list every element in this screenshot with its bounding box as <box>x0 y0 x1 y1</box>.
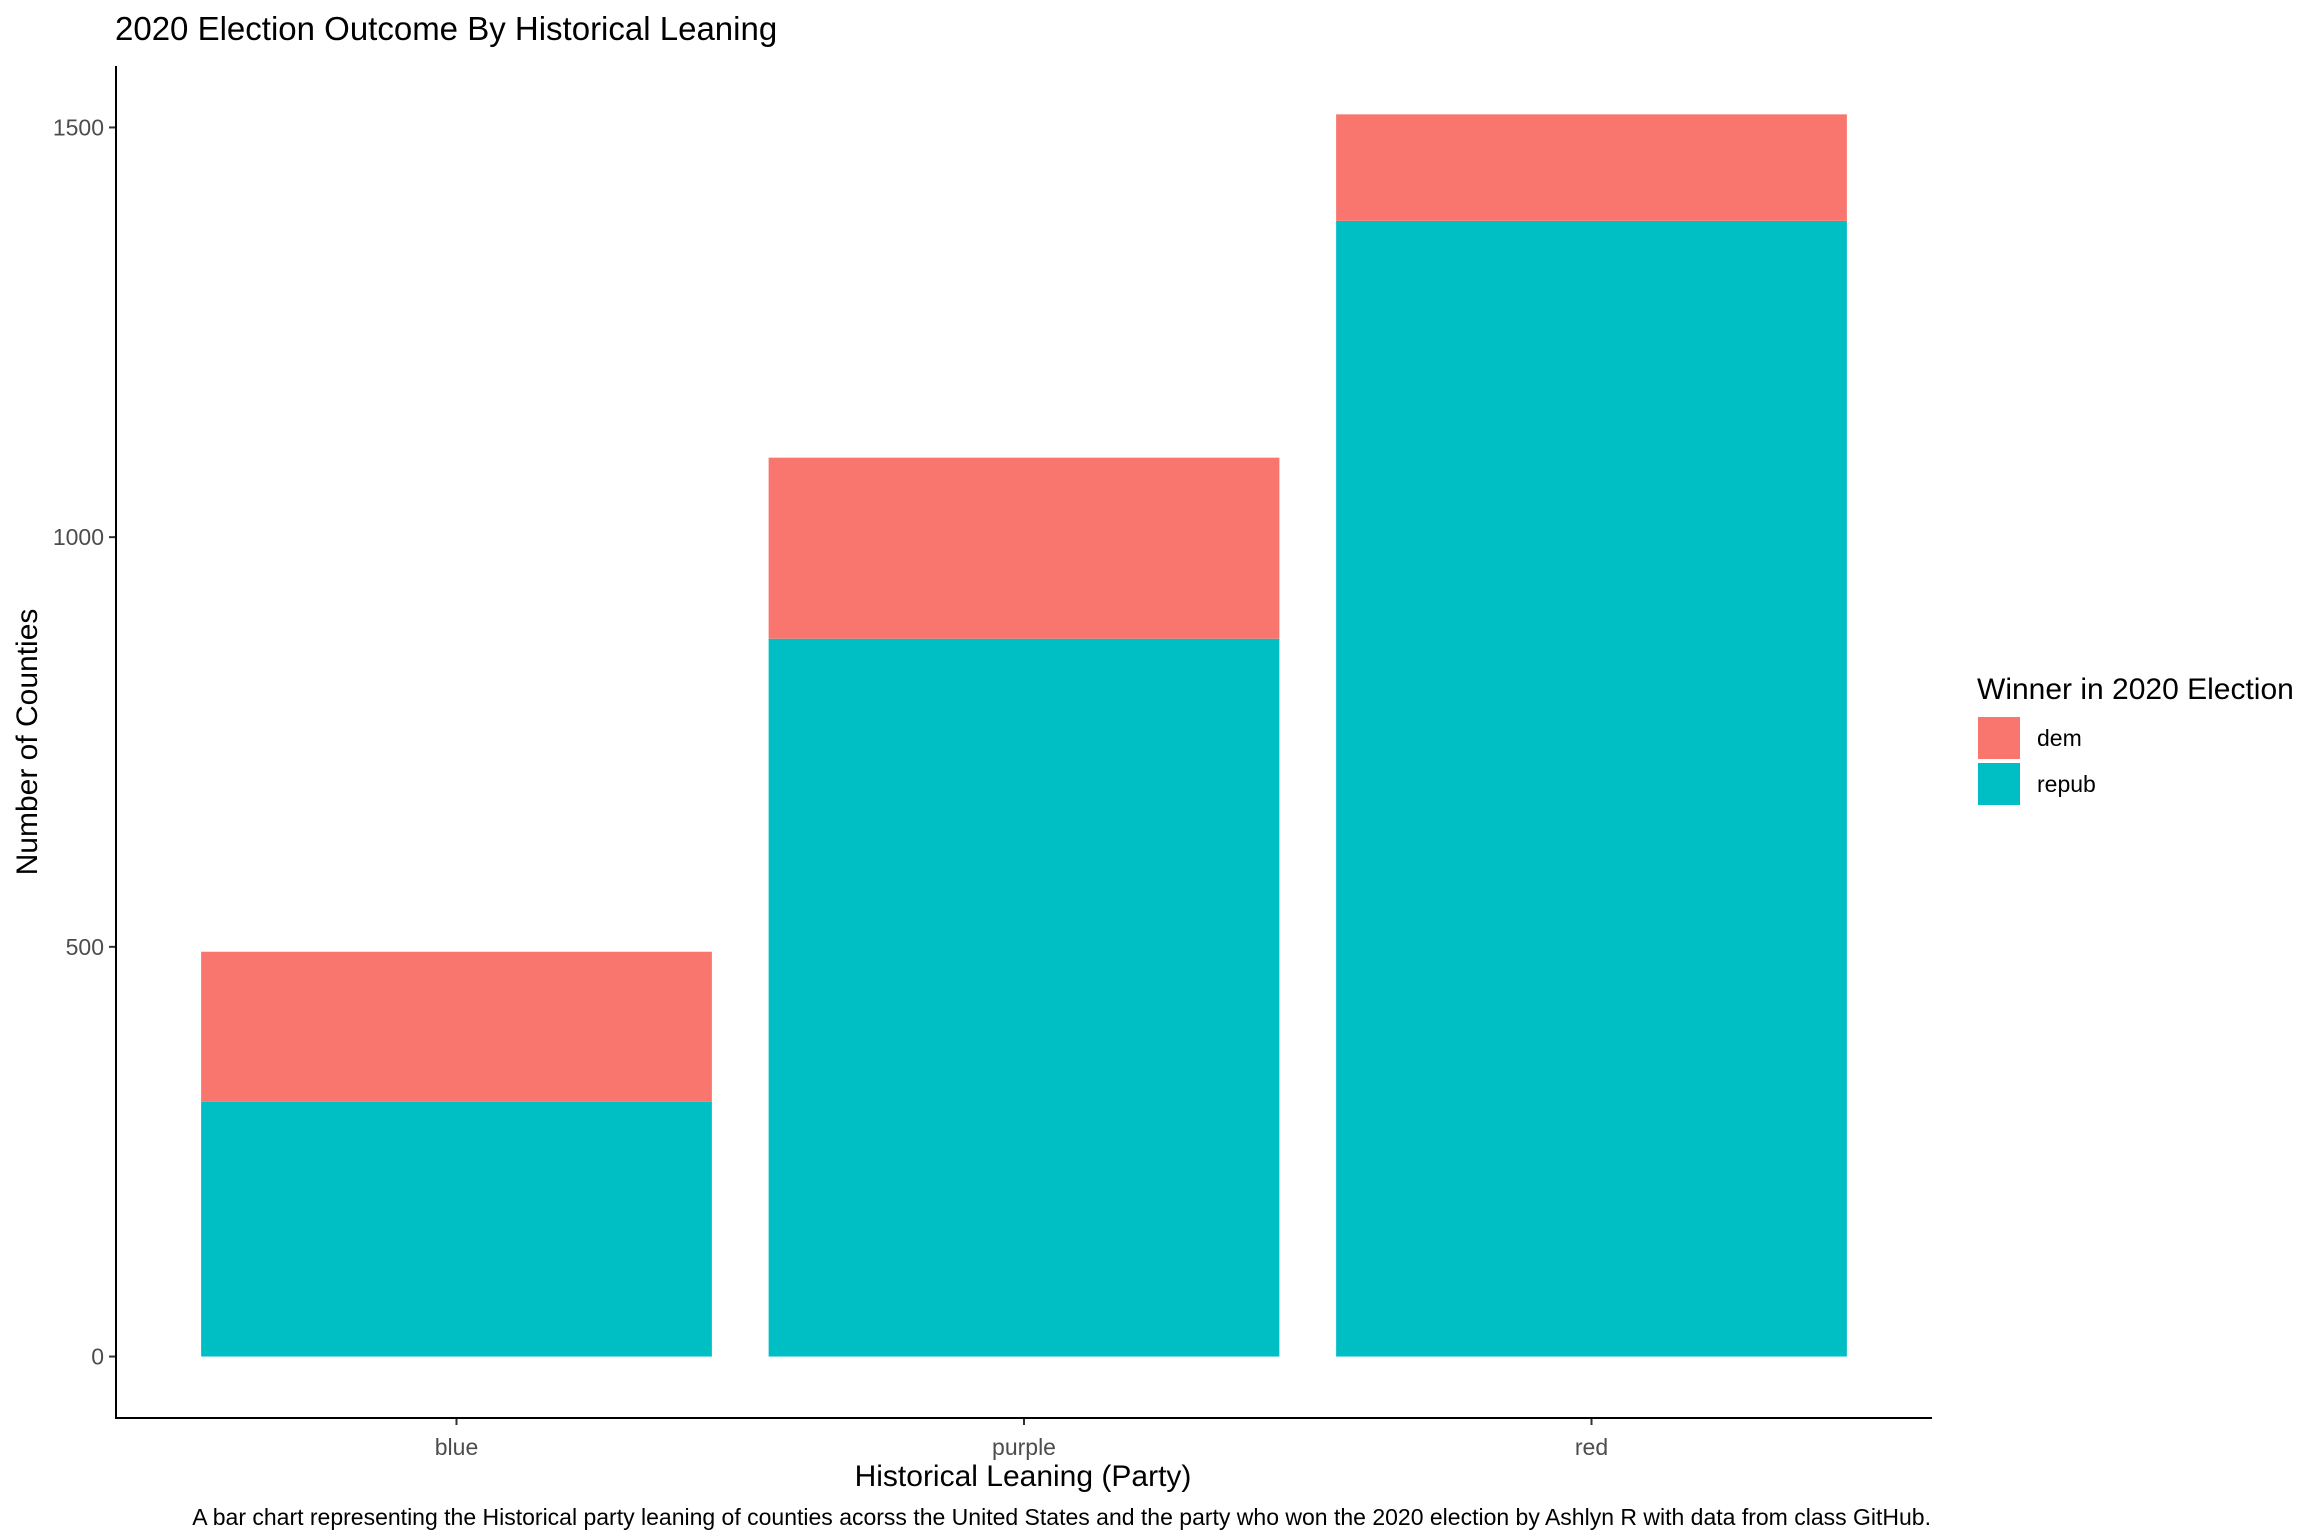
legend: Winner in 2020 Election dem repub <box>1977 673 2294 805</box>
bar-purple-dem <box>768 457 1280 639</box>
chart-caption: A bar chart representing the Historical … <box>192 1504 1931 1530</box>
bar-red-dem <box>1336 114 1847 221</box>
bar-blue-dem <box>201 951 712 1102</box>
chart-title: 2020 Election Outcome By Historical Lean… <box>115 10 777 47</box>
y-tick-label: 500 <box>66 934 104 960</box>
legend-label-dem: dem <box>2037 725 2082 751</box>
x-axis-ticks: blue purple red <box>435 1418 1608 1460</box>
legend-swatch-dem <box>1978 717 2020 759</box>
legend-title: Winner in 2020 Election <box>1977 673 2294 706</box>
legend-label-repub: repub <box>2037 771 2096 797</box>
y-tick-label: 0 <box>91 1344 104 1370</box>
bar-blue-repub <box>201 1101 712 1357</box>
bar-red-repub <box>1336 220 1847 1357</box>
x-tick-label-purple: purple <box>992 1434 1056 1460</box>
x-tick-label-red: red <box>1575 1434 1608 1460</box>
y-tick-label: 1000 <box>53 524 104 550</box>
y-tick-label: 1500 <box>53 114 104 140</box>
y-axis-ticks: 0 500 1000 1500 <box>53 114 116 1370</box>
y-axis-title: Number of Counties <box>11 609 44 876</box>
bar-purple-repub <box>768 638 1280 1357</box>
bars-group <box>201 114 1847 1357</box>
legend-swatch-repub <box>1978 763 2020 805</box>
x-tick-label-blue: blue <box>435 1434 478 1460</box>
x-axis-title: Historical Leaning (Party) <box>855 1460 1192 1493</box>
